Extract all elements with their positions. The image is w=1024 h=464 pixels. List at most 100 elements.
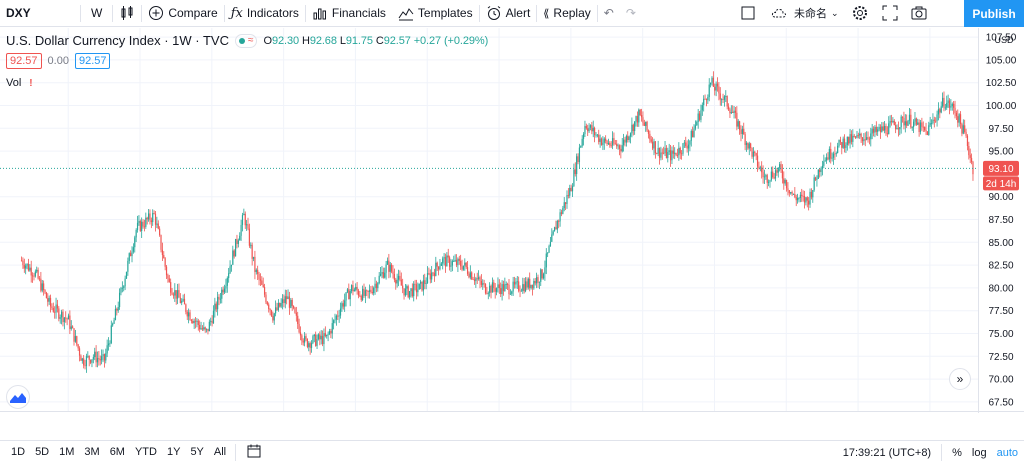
volume-label[interactable]: Vol bbox=[6, 77, 22, 89]
candle-body bbox=[377, 283, 379, 289]
candle-body bbox=[704, 98, 706, 100]
candle-body bbox=[859, 133, 861, 136]
candle-body bbox=[418, 283, 420, 290]
candle-body bbox=[167, 275, 169, 279]
symbol-label: DXY bbox=[6, 6, 31, 20]
warning-icon[interactable]: ! bbox=[29, 77, 33, 89]
replay-button[interactable]: ⟪ Replay bbox=[537, 0, 596, 27]
candle-body bbox=[174, 290, 176, 296]
candle-body bbox=[843, 138, 846, 149]
candle-body bbox=[101, 356, 103, 361]
range-button-5d[interactable]: 5D bbox=[35, 446, 50, 458]
candle-body bbox=[250, 244, 252, 246]
settings-button[interactable] bbox=[846, 0, 874, 27]
candle-body bbox=[205, 328, 208, 330]
candle-body bbox=[603, 138, 605, 143]
candle-body bbox=[721, 99, 723, 100]
candle-body bbox=[99, 359, 101, 361]
redo-button[interactable]: ↷ bbox=[620, 0, 642, 27]
interval-button[interactable]: W bbox=[81, 0, 112, 27]
candle-body bbox=[627, 135, 629, 141]
publish-button[interactable]: Publish bbox=[964, 0, 1024, 27]
candle-body bbox=[553, 227, 556, 232]
price-tick-label: 77.50 bbox=[988, 306, 1013, 317]
undo-button[interactable]: ↶ bbox=[598, 0, 620, 27]
candle-body bbox=[733, 110, 735, 113]
range-button-5y[interactable]: 5Y bbox=[190, 446, 204, 458]
symbol-title[interactable]: U.S. Dollar Currency Index · 1W · TVC bbox=[6, 33, 229, 48]
range-button-6m[interactable]: 6M bbox=[109, 446, 125, 458]
candle-body bbox=[203, 327, 205, 330]
candle-body bbox=[20, 260, 23, 262]
candle-body bbox=[933, 119, 935, 121]
range-button-3m[interactable]: 3M bbox=[84, 446, 100, 458]
layout-name-button[interactable]: 未命名 ⌄ bbox=[762, 0, 845, 27]
candle-body bbox=[330, 331, 332, 334]
candle-body bbox=[54, 311, 56, 313]
candle-body bbox=[714, 86, 716, 91]
chart-type-button[interactable] bbox=[113, 0, 141, 27]
range-button-ytd[interactable]: YTD bbox=[134, 446, 157, 458]
candle-body bbox=[159, 228, 161, 235]
candle-body bbox=[316, 339, 318, 346]
candle-body bbox=[348, 289, 350, 300]
candle-body bbox=[676, 155, 679, 156]
candle-body bbox=[468, 273, 470, 278]
candle-body bbox=[149, 213, 151, 221]
financials-button[interactable]: Financials bbox=[306, 0, 392, 27]
candle-body bbox=[257, 269, 259, 275]
candle-body bbox=[536, 277, 538, 284]
financials-label: Financials bbox=[331, 6, 386, 20]
candle-body bbox=[896, 128, 898, 130]
candle-body bbox=[66, 318, 68, 320]
candle-body bbox=[861, 137, 864, 142]
replay-label: Replay bbox=[553, 6, 591, 20]
candle-body bbox=[410, 288, 412, 292]
auto-toggle[interactable]: auto bbox=[996, 446, 1018, 459]
candle-body bbox=[675, 152, 677, 156]
symbol-search[interactable]: DXY bbox=[0, 0, 80, 27]
candle-body bbox=[276, 307, 278, 310]
candle-body bbox=[926, 131, 929, 136]
alert-button[interactable]: Alert bbox=[480, 0, 537, 27]
candle-body bbox=[705, 98, 708, 101]
candle-body bbox=[766, 175, 768, 183]
bid-box[interactable]: 92.57 bbox=[6, 53, 42, 69]
candle-body bbox=[182, 298, 184, 301]
percent-toggle[interactable]: % bbox=[952, 446, 962, 459]
range-button-all[interactable]: All bbox=[213, 446, 227, 458]
range-button-1d[interactable]: 1D bbox=[11, 446, 26, 458]
candle-body bbox=[501, 284, 503, 295]
candle-body bbox=[462, 265, 465, 270]
fullscreen-layout-button[interactable] bbox=[734, 0, 762, 27]
candle-body bbox=[903, 117, 905, 126]
current-price-tag: 93.10 2d 14h bbox=[983, 160, 1019, 191]
scroll-to-realtime-button[interactable]: » bbox=[949, 368, 971, 390]
candle-body bbox=[232, 250, 234, 265]
tradingview-logo[interactable] bbox=[6, 385, 30, 409]
price-chart[interactable]: 107.50 105.00 102.50 100.00 97.50 95.00 90.00 8… bbox=[0, 28, 1024, 413]
candle-body bbox=[515, 281, 517, 285]
range-button-1y[interactable]: 1Y bbox=[166, 446, 181, 458]
candle-body bbox=[754, 151, 756, 154]
candle-body bbox=[425, 283, 427, 285]
clock[interactable]: 17:39:21 (UTC+8) bbox=[842, 446, 932, 459]
candle-body bbox=[229, 266, 231, 274]
range-button-1m[interactable]: 1M bbox=[59, 446, 75, 458]
goto-date-button[interactable] bbox=[242, 444, 266, 461]
price-tick-label: 82.50 bbox=[988, 261, 1013, 272]
candle-body bbox=[270, 310, 273, 316]
compare-button[interactable]: Compare bbox=[142, 0, 223, 27]
candle-body bbox=[413, 283, 415, 297]
candle-body bbox=[275, 307, 277, 314]
market-status-pill[interactable]: ≈ bbox=[234, 33, 258, 48]
cloud-icon bbox=[771, 8, 787, 18]
price-axis[interactable]: 107.50 105.00 102.50 100.00 97.50 95.00 90.00 8… bbox=[986, 33, 1017, 409]
indicators-button[interactable]: ƒx Indicators bbox=[225, 0, 305, 27]
templates-button[interactable]: Templates bbox=[392, 0, 479, 27]
fullscreen-button[interactable] bbox=[876, 0, 904, 27]
ask-box[interactable]: 92.57 bbox=[74, 53, 111, 69]
snapshot-button[interactable] bbox=[905, 0, 933, 27]
candle-body bbox=[214, 303, 216, 311]
log-toggle[interactable]: log bbox=[971, 446, 987, 459]
